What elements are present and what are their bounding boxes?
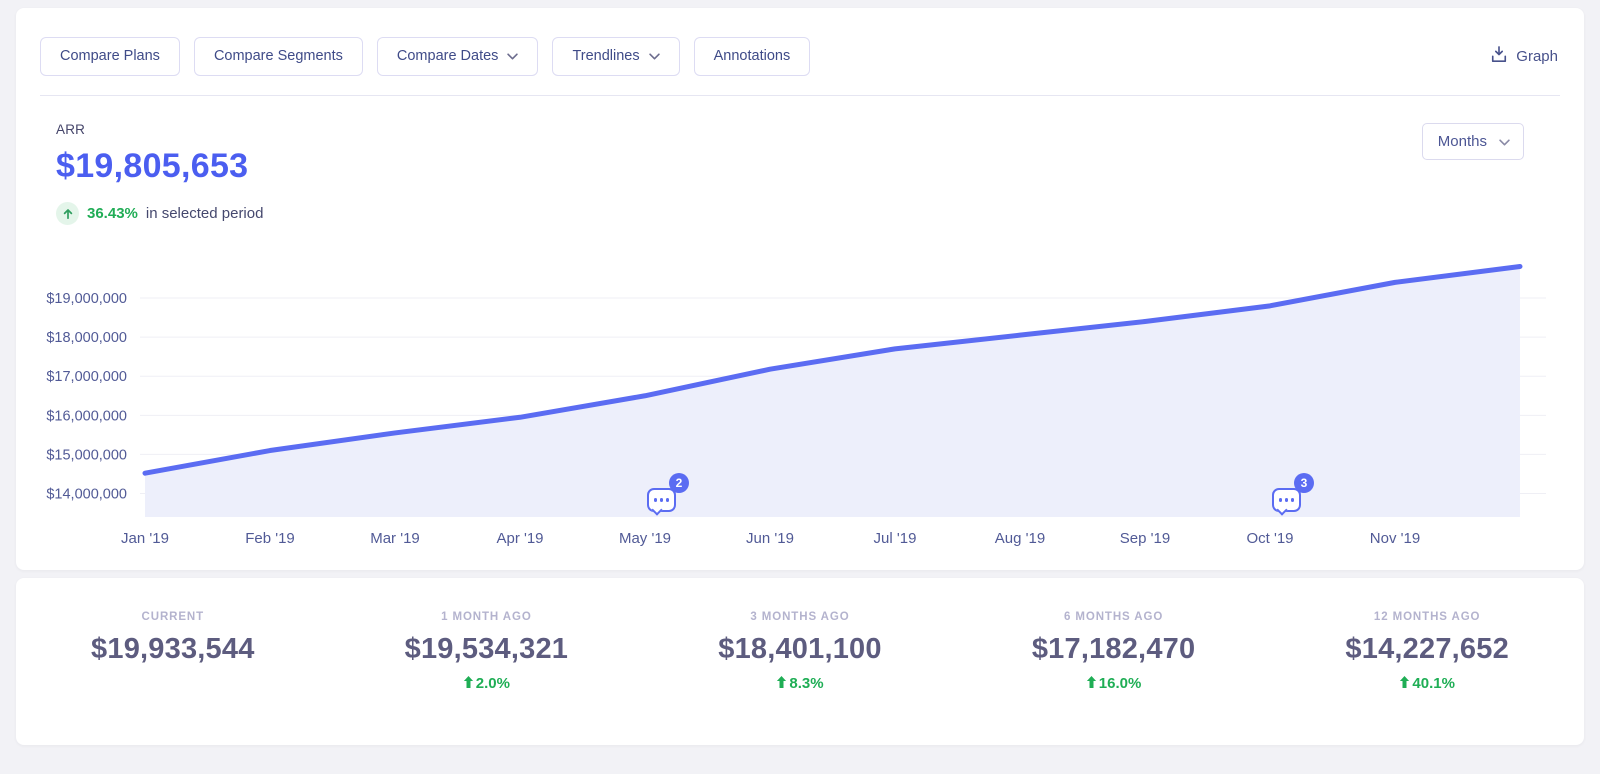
toolbar-button-label: Compare Plans xyxy=(60,48,160,64)
stats-card: CURRENT $19,933,544 1 MONTH AGO $19,534,321… xyxy=(16,578,1584,745)
x-tick-label: Mar '19 xyxy=(370,530,420,547)
up-arrow-badge-icon xyxy=(56,202,79,225)
toolbar-buttons: Compare Plans Compare Segments Compare Dat… xyxy=(40,36,811,76)
metric-change-suffix: in selected period xyxy=(145,205,264,222)
metric-block: ARR $19,805,653 36.43% in selected perio… xyxy=(56,122,263,225)
stat-change-percent: 2.0% xyxy=(475,675,510,692)
stat-change-percent: 16.0% xyxy=(1098,675,1142,692)
comment-bubble-icon xyxy=(647,488,676,516)
page: { "toolbar": { "buttons": [ { "label": "… xyxy=(0,8,1600,774)
x-tick-label: Aug '19 xyxy=(995,530,1045,547)
download-graph-icon xyxy=(1490,45,1508,67)
arr-area-fill xyxy=(145,266,1520,517)
arr-chart-svg: $14,000,000 $15,000,000 $16,000,000 $17,000… xyxy=(46,264,1546,547)
toolbar-divider xyxy=(40,95,1560,96)
toolbar-button-label: Annotations xyxy=(713,48,791,64)
arr-line-series xyxy=(142,264,1523,476)
y-tick-label: $17,000,000 xyxy=(46,369,127,385)
toolbar-button-compare-plans[interactable]: Compare Plans xyxy=(40,36,180,76)
y-axis-labels: $14,000,000 $15,000,000 $16,000,000 $17,000… xyxy=(46,291,127,503)
y-tick-label: $19,000,000 xyxy=(46,291,127,307)
graph-export-button[interactable]: Graph xyxy=(1488,42,1560,71)
up-arrow-icon xyxy=(463,675,474,692)
toolbar-button-label: Compare Dates xyxy=(396,48,499,64)
up-arrow-icon xyxy=(776,675,787,692)
up-arrow-icon xyxy=(1086,675,1097,692)
stat-change: 16.0% xyxy=(957,675,1271,692)
stat-label: 1 MONTH AGO xyxy=(441,611,532,623)
stat-change: 2.0% xyxy=(330,675,644,692)
x-tick-label: Sep '19 xyxy=(1120,530,1170,547)
chevron-down-icon xyxy=(507,48,519,64)
x-tick-label: Apr '19 xyxy=(496,530,543,547)
x-tick-label: May '19 xyxy=(619,530,671,547)
metric-change-percent: 36.43% xyxy=(87,205,138,222)
metric-value: $19,805,653 xyxy=(56,147,249,185)
stat-change: 8.3% xyxy=(643,675,957,692)
stat-label: 12 MONTHS AGO xyxy=(1373,611,1481,623)
stat-change-percent: 8.3% xyxy=(789,675,824,692)
toolbar-button-compare-dates[interactable]: Compare Dates xyxy=(376,36,539,76)
stat-value: $14,227,652 xyxy=(1345,633,1509,665)
x-tick-label: Jul '19 xyxy=(874,530,917,547)
interval-dropdown-value: Months xyxy=(1437,133,1487,150)
stat-value: $18,401,100 xyxy=(718,633,882,665)
x-tick-label: Jan '19 xyxy=(121,530,169,547)
stat-label: CURRENT xyxy=(141,611,205,623)
annotation-marker-may-19[interactable]: 2 xyxy=(647,473,689,516)
comment-bubble-icon xyxy=(1272,488,1301,516)
toolbar-button-compare-segments[interactable]: Compare Segments xyxy=(193,36,363,76)
y-tick-label: $15,000,000 xyxy=(46,447,127,463)
annotation-count-badge: 2 xyxy=(669,473,689,493)
toolbar-button-annotations[interactable]: Annotations xyxy=(693,36,811,76)
stat-column-1-month-ago: 1 MONTH AGO $19,534,321 2.0% xyxy=(330,611,644,745)
up-arrow-icon xyxy=(1399,675,1410,692)
stat-value: $17,182,470 xyxy=(1031,633,1196,665)
metric-label: ARR xyxy=(56,122,86,137)
stat-change: 40.1% xyxy=(1270,675,1584,692)
toolbar-button-trendlines[interactable]: Trendlines xyxy=(552,36,680,76)
stat-label: 3 MONTHS AGO xyxy=(750,611,850,623)
chevron-down-icon xyxy=(648,48,660,64)
toolbar-button-label: Trendlines xyxy=(572,48,640,64)
annotation-count-badge: 3 xyxy=(1294,473,1314,493)
toolbar: Compare Plans Compare Segments Compare Dat… xyxy=(40,36,1560,76)
stat-label: 6 MONTHS AGO xyxy=(1063,611,1164,623)
stats-row: CURRENT $19,933,544 1 MONTH AGO $19,534,321… xyxy=(16,578,1584,745)
stat-column-12-months-ago: 12 MONTHS AGO $14,227,652 40.1% xyxy=(1270,611,1584,745)
y-tick-label: $16,000,000 xyxy=(46,408,127,424)
stat-value: $19,534,321 xyxy=(404,633,569,665)
graph-export-label: Graph xyxy=(1516,47,1558,65)
stat-column-current: CURRENT $19,933,544 xyxy=(16,611,330,745)
chevron-down-icon xyxy=(1499,133,1510,150)
x-tick-label: Jun '19 xyxy=(746,530,794,547)
chart-card: Compare Plans Compare Segments Compare Dat… xyxy=(16,8,1584,570)
stat-column-6-months-ago: 6 MONTHS AGO $17,182,470 16.0% xyxy=(957,611,1271,745)
stat-change-percent: 40.1% xyxy=(1412,675,1455,692)
x-tick-label: Feb '19 xyxy=(245,530,295,547)
y-tick-label: $14,000,000 xyxy=(46,487,127,503)
x-axis-labels: Jan '19 Feb '19 Mar '19 Apr '19 May '19 Jun '… xyxy=(121,530,1420,547)
annotation-marker-oct-19[interactable]: 3 xyxy=(1272,473,1314,516)
toolbar-button-label: Compare Segments xyxy=(213,48,343,64)
x-tick-label: Nov '19 xyxy=(1370,530,1420,547)
metric-change: 36.43% in selected period xyxy=(56,202,263,225)
chart-area[interactable]: $14,000,000 $15,000,000 $16,000,000 $17,000… xyxy=(16,240,1584,560)
stat-column-3-months-ago: 3 MONTHS AGO $18,401,100 8.3% xyxy=(643,611,957,745)
stat-value: $19,933,544 xyxy=(91,633,255,665)
interval-dropdown[interactable]: Months xyxy=(1421,123,1524,160)
y-tick-label: $18,000,000 xyxy=(46,330,127,346)
x-tick-label: Oct '19 xyxy=(1246,530,1293,547)
